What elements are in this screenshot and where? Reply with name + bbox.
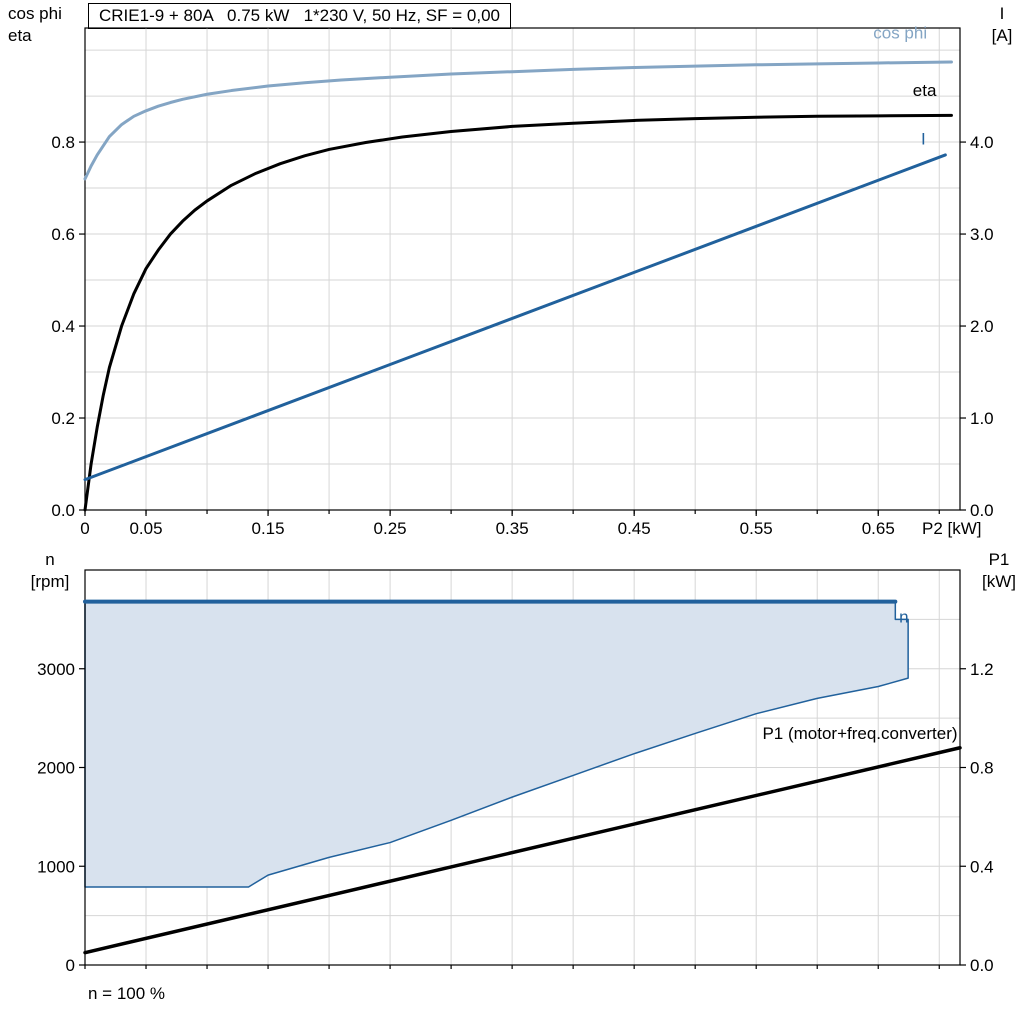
- x-tick-label: 0.55: [740, 519, 773, 538]
- plot-border: [84, 27, 961, 511]
- series-cos-phi-curve: [83, 60, 953, 181]
- curve-label-eta: eta: [913, 81, 937, 100]
- series-i-curve: [83, 153, 947, 482]
- y-right-tick-label: 2.0: [970, 317, 994, 336]
- upper-right-axis-label: I [A]: [982, 3, 1022, 47]
- y-left-tick-label: 0.6: [51, 225, 75, 244]
- x-tick-label: 0.05: [129, 519, 162, 538]
- curve-label-cos-phi: cos phi: [873, 24, 927, 43]
- lower-chart: 0 1000 2000 3000 0.0 0.4 0.8 1.2 n P1 (motor+freq…: [37, 569, 994, 975]
- y-right-tick-label: 4.0: [970, 133, 994, 152]
- curve-label-i: I: [921, 129, 926, 148]
- series-p1-motor-freq-converter-curve: [83, 746, 962, 955]
- p1-axis-label: P1: [988, 550, 1010, 569]
- y-left-tick-label: 1000: [37, 857, 75, 876]
- speed-axis-unit: [rpm]: [30, 572, 70, 591]
- axis-tick-labels: 0 0.05 0.15 0.25 0.35 0.45 0.55 0.65 P2 [kW]0.00…: [51, 133, 993, 538]
- y-right-tick-label: 0.8: [970, 759, 994, 778]
- curve-label-n: n: [899, 607, 908, 626]
- cos-phi-axis-label: cos phi: [8, 4, 62, 23]
- y-left-tick-label: 0.0: [51, 501, 75, 520]
- x-axis-title: P2 [kW]: [922, 519, 982, 538]
- lower-right-axis-label: P1 [kW]: [976, 549, 1022, 593]
- y-right-tick-label: 0.0: [970, 501, 994, 520]
- y-right-tick-label: 0.4: [970, 857, 994, 876]
- current-axis-unit: [A]: [991, 26, 1013, 45]
- gridlines: [84, 28, 960, 511]
- y-right-tick-label: 1.0: [970, 409, 994, 428]
- axis-ticks: [79, 141, 966, 516]
- y-left-tick-label: 0.2: [51, 409, 75, 428]
- y-left-tick-label: 0.4: [51, 317, 75, 336]
- p1-axis-unit: [kW]: [982, 572, 1016, 591]
- chart-title-box: CRIE1-9 + 80A 0.75 kW 1*230 V, 50 Hz, SF…: [88, 3, 511, 29]
- upper-chart: 0 0.05 0.15 0.25 0.35 0.45 0.55 0.65 P2 [kW]0.00…: [51, 24, 993, 538]
- lower-left-axis-label: n [rpm]: [18, 549, 82, 593]
- x-tick-label: 0: [80, 519, 89, 538]
- y-left-tick-label: 0.8: [51, 133, 75, 152]
- x-tick-label: 0.35: [496, 519, 529, 538]
- y-right-tick-label: 3.0: [970, 225, 994, 244]
- x-tick-label: 0.25: [374, 519, 407, 538]
- current-axis-label: I: [999, 4, 1005, 23]
- upper-left-axis-label: cos phi eta: [8, 3, 78, 47]
- eta-axis-label: eta: [8, 26, 32, 45]
- curve-label-p1-motor-freq-converter: P1 (motor+freq.converter): [762, 724, 957, 743]
- series-eta-curve: [83, 113, 953, 512]
- y-right-tick-label: 1.2: [970, 660, 994, 679]
- x-tick-label: 0.15: [252, 519, 285, 538]
- axis-tick-labels: 0 1000 2000 3000 0.0 0.4 0.8 1.2: [37, 660, 993, 975]
- y-left-tick-label: 3000: [37, 660, 75, 679]
- speed-percentage-note: n = 100 %: [88, 984, 166, 1003]
- y-left-tick-label: 2000: [37, 759, 75, 778]
- speed-operating-region: [84, 600, 909, 888]
- axis-ticks: [79, 668, 966, 969]
- chart-title: CRIE1-9 + 80A 0.75 kW 1*230 V, 50 Hz, SF…: [99, 6, 500, 25]
- x-tick-label: 0.65: [862, 519, 895, 538]
- y-right-tick-label: 0.0: [970, 956, 994, 975]
- speed-axis-label: n: [45, 550, 55, 569]
- x-tick-label: 0.45: [618, 519, 651, 538]
- y-left-tick-label: 0: [66, 956, 75, 975]
